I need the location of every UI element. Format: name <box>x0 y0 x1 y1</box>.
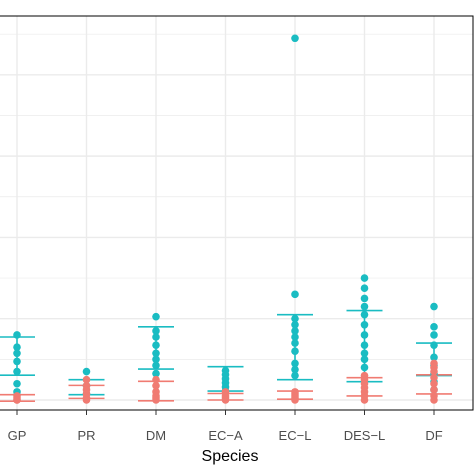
data-point <box>430 396 438 404</box>
x-tick-label: DM <box>146 428 166 443</box>
data-point <box>13 349 21 358</box>
data-point <box>152 361 160 370</box>
data-point <box>360 363 369 372</box>
data-point <box>291 339 299 347</box>
data-point <box>152 396 160 404</box>
data-point <box>360 331 369 339</box>
data-point <box>13 357 21 366</box>
data-point <box>291 290 299 299</box>
plot-panel <box>0 15 474 411</box>
data-point <box>430 341 438 349</box>
data-point <box>430 331 438 339</box>
x-axis-title: Species <box>202 448 259 465</box>
data-point <box>430 386 438 394</box>
data-point <box>430 373 438 382</box>
data-point <box>291 371 299 380</box>
data-point <box>13 331 21 339</box>
data-point <box>152 355 160 364</box>
data-point <box>152 341 160 349</box>
data-point <box>152 349 160 358</box>
x-tick-label: EC−L <box>279 428 312 443</box>
data-point <box>360 294 369 303</box>
grid-layer <box>0 16 473 410</box>
data-point <box>291 365 299 374</box>
data-point <box>430 323 438 331</box>
x-tick-labels: GP PR DM EC−A EC−L DES−L DF <box>8 410 443 443</box>
data-point <box>152 375 160 384</box>
data-point <box>152 369 160 378</box>
data-point <box>291 347 299 356</box>
data-point <box>82 375 91 384</box>
data-point <box>430 379 438 388</box>
x-tick-label: EC−A <box>208 428 243 443</box>
data-point <box>430 302 438 311</box>
data-point <box>430 367 438 376</box>
x-tick-label: PR <box>77 428 95 443</box>
data-point <box>152 333 160 341</box>
data-point <box>13 367 21 376</box>
data-point <box>291 333 299 341</box>
data-point <box>221 396 230 404</box>
data-point <box>360 341 369 349</box>
data-point <box>360 310 369 319</box>
data-point <box>291 327 299 335</box>
data-point <box>82 396 91 404</box>
data-point <box>13 379 21 388</box>
data-point <box>360 284 369 293</box>
data-point <box>82 367 91 376</box>
data-point <box>360 349 369 358</box>
data-point <box>360 302 369 311</box>
data-point <box>291 34 299 43</box>
data-point <box>291 396 299 404</box>
x-tick-label: GP <box>8 428 27 443</box>
panel-border <box>0 15 474 411</box>
data-point <box>13 343 21 351</box>
data-point <box>360 396 369 404</box>
data-point <box>152 381 160 390</box>
data-point <box>291 359 299 368</box>
x-tick-label: DF <box>425 428 442 443</box>
data-point <box>291 321 299 329</box>
data-point <box>360 355 369 364</box>
data-point <box>13 396 21 404</box>
data-point <box>291 314 299 323</box>
x-tick-label: DES−L <box>344 428 386 443</box>
data-point <box>152 327 160 335</box>
data-point <box>360 274 369 282</box>
data-point <box>152 312 160 321</box>
point-layer <box>13 34 438 404</box>
data-point <box>360 321 369 329</box>
data-point <box>430 353 438 362</box>
